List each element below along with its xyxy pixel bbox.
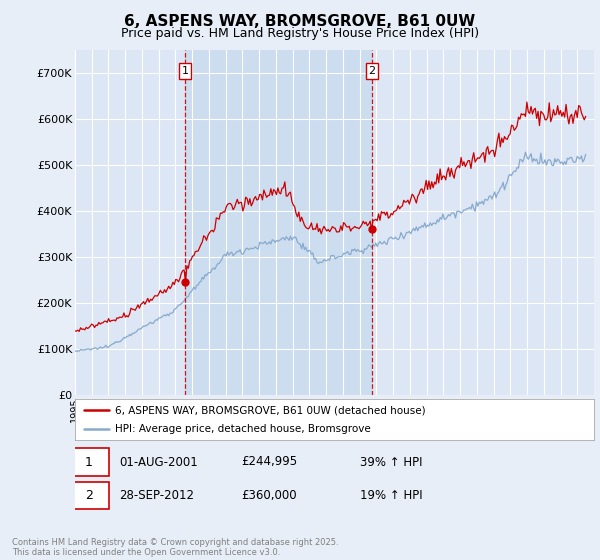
Text: Price paid vs. HM Land Registry's House Price Index (HPI): Price paid vs. HM Land Registry's House … bbox=[121, 27, 479, 40]
Text: 01-AUG-2001: 01-AUG-2001 bbox=[119, 455, 198, 469]
Text: 6, ASPENS WAY, BROMSGROVE, B61 0UW (detached house): 6, ASPENS WAY, BROMSGROVE, B61 0UW (deta… bbox=[115, 405, 426, 415]
Text: 2: 2 bbox=[368, 66, 376, 76]
Bar bbox=[185, 50, 372, 395]
Text: £360,000: £360,000 bbox=[241, 489, 297, 502]
Text: HPI: Average price, detached house, Bromsgrove: HPI: Average price, detached house, Brom… bbox=[115, 424, 371, 433]
FancyBboxPatch shape bbox=[70, 448, 109, 476]
Text: 39% ↑ HPI: 39% ↑ HPI bbox=[361, 455, 423, 469]
FancyBboxPatch shape bbox=[70, 482, 109, 510]
Text: 19% ↑ HPI: 19% ↑ HPI bbox=[361, 489, 423, 502]
Text: 1: 1 bbox=[85, 455, 93, 469]
Text: 2: 2 bbox=[85, 489, 93, 502]
Text: 28-SEP-2012: 28-SEP-2012 bbox=[119, 489, 194, 502]
Text: £244,995: £244,995 bbox=[241, 455, 297, 469]
Text: 1: 1 bbox=[182, 66, 188, 76]
Text: 6, ASPENS WAY, BROMSGROVE, B61 0UW: 6, ASPENS WAY, BROMSGROVE, B61 0UW bbox=[124, 14, 476, 29]
Text: Contains HM Land Registry data © Crown copyright and database right 2025.
This d: Contains HM Land Registry data © Crown c… bbox=[12, 538, 338, 557]
